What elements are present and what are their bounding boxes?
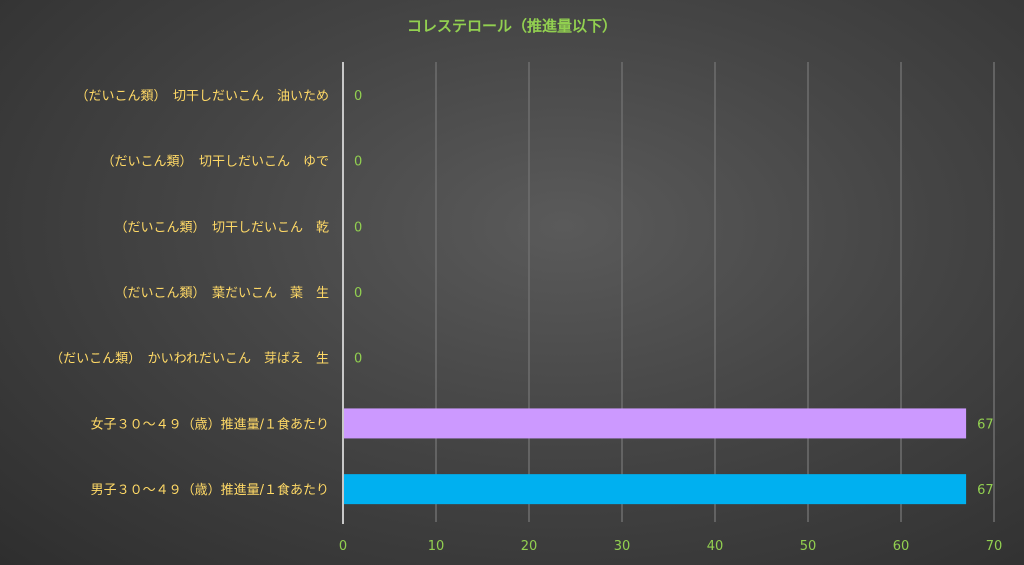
category-label: （だいこん類） かいわれだいこん 芽ばえ 生 (50, 352, 329, 367)
category-label: （だいこん類） 切干しだいこん 油いため (75, 89, 329, 104)
x-tick-label: 20 (521, 539, 538, 554)
category-label: （だいこん類） 葉だいこん 葉 生 (114, 286, 329, 301)
chart-title: コレステロール（推進量以下） (407, 17, 617, 35)
bar-6 (343, 474, 967, 505)
data-label: 67 (977, 417, 994, 432)
category-label: 女子３０～４９（歳）推進量/１食あたり (91, 416, 329, 432)
x-tick-label: 70 (986, 539, 1003, 554)
x-tick-label: 50 (800, 539, 817, 554)
x-tick-label: 60 (893, 539, 910, 554)
value-labels: 0 0 0 0 0 67 67 (354, 89, 994, 498)
data-label: 67 (977, 483, 994, 498)
data-label: 0 (354, 89, 362, 104)
bars (343, 408, 967, 505)
data-label: 0 (354, 220, 362, 235)
x-tick-labels: 0 10 20 30 40 50 60 70 (339, 539, 1002, 554)
bar-5 (343, 408, 967, 439)
x-tick-label: 0 (339, 539, 347, 554)
category-label: 男子３０～４９（歳）推進量/１食あたり (91, 482, 329, 498)
data-label: 0 (354, 352, 362, 367)
x-tick-label: 10 (428, 539, 445, 554)
x-tick-label: 40 (707, 539, 724, 554)
category-label: （だいこん類） 切干しだいこん 乾 (114, 220, 329, 235)
gridlines (435, 62, 995, 522)
x-tick-label: 30 (614, 539, 631, 554)
data-label: 0 (354, 155, 362, 170)
category-label: （だいこん類） 切干しだいこん ゆで (101, 155, 329, 170)
data-label: 0 (354, 286, 362, 301)
category-labels: （だいこん類） 切干しだいこん 油いため （だいこん類） 切干しだいこん ゆで （だ… (50, 89, 329, 498)
